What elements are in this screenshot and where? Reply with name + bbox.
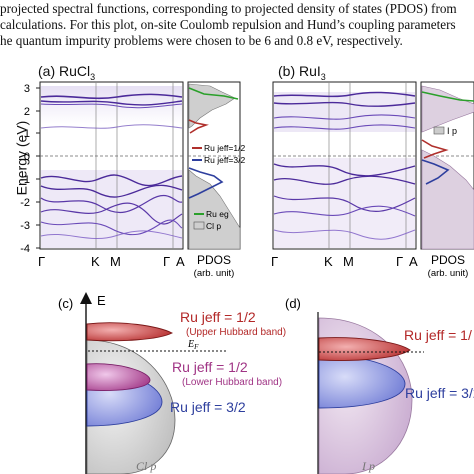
panel-a-legend-entry: Ru eg	[206, 209, 229, 219]
panel-b-pdos-unit: (arb. unit)	[428, 268, 469, 279]
panel-b-band	[273, 101, 416, 107]
panel-a-kpath-label: Γ	[38, 254, 45, 269]
panel-a-pdos-unit: (arb. unit)	[194, 268, 235, 279]
panel-a-ytick: -2	[20, 197, 30, 209]
panel-c-ligand-label: Cl p	[136, 459, 156, 473]
panel-a-band	[40, 194, 183, 214]
panel-a-j32-curve	[188, 167, 224, 199]
panel-c-jhalf-upper-label: Ru jeff = 1/2	[180, 309, 256, 325]
panel-c-upper-hubbard-label: (Upper Hubbard band)	[186, 327, 286, 338]
panel-b-band	[273, 163, 416, 177]
panel-b-pdos-label: PDOS	[431, 253, 465, 267]
panel-b-band	[273, 91, 416, 98]
panel-a-pdos-label: PDOS	[197, 253, 231, 267]
panel-a-kpath-label: A	[176, 254, 185, 269]
panel-c-axis-label: E	[97, 293, 106, 308]
panel-a-band	[40, 124, 183, 129]
caption-line-3: he quantum impurity problems were chosen…	[0, 33, 403, 48]
panel-a-band	[40, 202, 183, 225]
panel-b-band	[273, 124, 416, 130]
panel-a-ytick: 2	[24, 106, 30, 118]
panel-b-kpath-label: K	[324, 254, 333, 269]
panel-b-kpath-label: Γ	[271, 254, 278, 269]
panel-d-label: (d)	[285, 296, 301, 311]
panel-d-j32-label: Ru jeff = 3/2	[405, 385, 474, 401]
panel-c-lower-hubbard-band	[86, 363, 151, 391]
panel-a-band	[40, 100, 183, 106]
panel-b-band	[273, 229, 416, 240]
panel-a-kpath-label: M	[110, 254, 121, 269]
panel-b-kpath-label: A	[409, 254, 418, 269]
panel-a-legend-entry: Cl p	[206, 221, 221, 231]
panel-c-lower-hubbard-label: (Lower Hubbard band)	[182, 377, 282, 388]
caption-line-2: calculations. For this plot, on-site Cou…	[0, 17, 456, 32]
panel-a-label: (a) RuCl3	[38, 63, 96, 82]
panel-b-label: (b) RuI3	[278, 63, 326, 82]
panel-a-ytick: -4	[20, 243, 30, 255]
panel-a-legend-entry: Ru jeff=3/2	[204, 155, 245, 165]
panel-a-ytick: 1	[24, 128, 30, 140]
caption-line-1: projected spectral functions, correspond…	[0, 1, 457, 16]
panel-a-kpath-label: Γ	[163, 254, 170, 269]
panel-a-ytick: 3	[24, 83, 30, 95]
panel-b-legend-swatch	[433, 126, 445, 135]
panel-c-fermi-label: EF	[187, 339, 199, 351]
panel-a-kpath-label: K	[91, 254, 100, 269]
panel-a-cl-p-upper-fill	[188, 83, 236, 129]
panel-b-band	[273, 205, 416, 217]
panel-b-i-p-upper-fill	[421, 85, 474, 133]
panel-b-eg-curve	[421, 91, 474, 102]
panel-d-jhalf-band	[318, 337, 411, 361]
panel-c-label: (c)	[58, 296, 73, 311]
panel-a-band	[40, 174, 183, 187]
panel-a-ytick: -3	[20, 220, 30, 232]
panel-a-band	[40, 219, 183, 236]
panel-a-legend-entry: Ru jeff=1/2	[204, 143, 245, 153]
panel-b-band	[273, 195, 416, 212]
panel-a-eg-curve	[188, 87, 239, 100]
panel-a-legend: Ru jeff=1/2 Ru jeff=3/2 Ru eg Cl p	[192, 143, 245, 231]
panel-b-kpath-label: M	[343, 254, 354, 269]
panel-a-band	[40, 93, 183, 100]
panel-b-j32-curve	[421, 159, 450, 185]
panel-b-i-p-lower-fill	[421, 149, 474, 250]
panel-b-jhalf-curve	[421, 139, 449, 159]
panel-a-band	[40, 184, 183, 198]
panel-b-kpath-label: Γ	[396, 254, 403, 269]
panel-d-jhalf-label: Ru jeff = 1/	[404, 327, 472, 343]
panel-a-yticks: 3 2 1 0 -1 -2 -3 -4	[20, 83, 40, 255]
panel-b-band	[273, 175, 416, 185]
panel-b-legend-entry: I p	[447, 126, 457, 136]
panel-a-band	[40, 230, 183, 240]
panel-c-upper-hubbard-band	[86, 322, 174, 342]
panel-c-jhalf-lower-label: Ru jeff = 1/2	[172, 359, 248, 375]
panel-a-jhalf-curve	[188, 119, 209, 134]
panel-a-ytick: 0	[24, 151, 30, 163]
panel-c-axis-arrowhead	[80, 292, 92, 304]
panel-b-band	[273, 114, 416, 120]
panel-a-ytick: -1	[20, 174, 30, 186]
panel-d-ligand-label: I p	[361, 459, 375, 473]
panel-c-j32-label: Ru jeff = 3/2	[170, 399, 246, 415]
panel-a-band	[40, 103, 183, 109]
